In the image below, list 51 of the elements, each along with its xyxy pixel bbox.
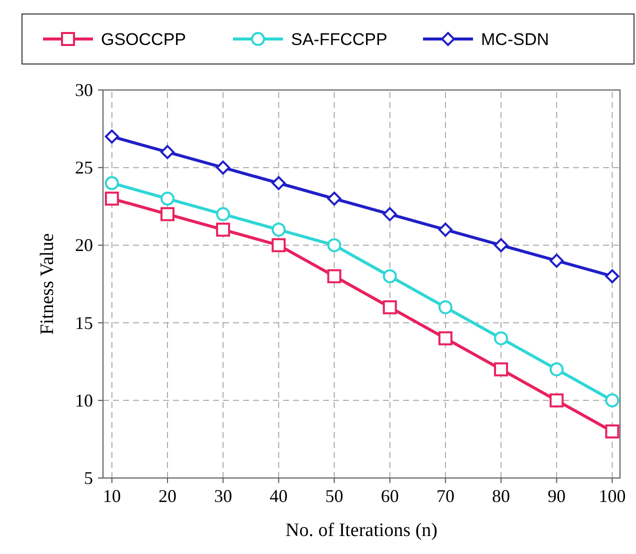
y-tick-label: 20 (75, 235, 93, 256)
y-tick-label: 25 (75, 158, 93, 178)
x-tick-label: 40 (270, 486, 288, 506)
x-tick-label: 10 (102, 486, 121, 506)
point (104, 192, 119, 206)
x-tick-label: 30 (214, 486, 232, 506)
x-tick-label: 20 (158, 486, 176, 506)
point (272, 238, 286, 252)
point (327, 238, 342, 252)
point (216, 222, 230, 237)
point (160, 207, 174, 222)
point (216, 160, 230, 175)
legend-label: MC-SDN (481, 30, 549, 49)
y-axis-title: Fitness Value (37, 233, 58, 335)
y-tick-label: 10 (75, 390, 93, 410)
point (438, 222, 452, 237)
point (494, 331, 508, 346)
point (160, 192, 174, 206)
point (160, 145, 174, 160)
y-tick-label: 15 (75, 312, 93, 333)
y-tick-label: 30 (75, 80, 93, 100)
x-tick-label: 100 (598, 486, 626, 506)
point (550, 393, 564, 408)
point (494, 238, 508, 252)
point (104, 176, 119, 190)
point (327, 269, 342, 284)
point (550, 362, 564, 376)
point (216, 207, 230, 222)
legend-label: SA-FFCCPP (291, 30, 388, 49)
point (272, 222, 286, 237)
point (327, 192, 342, 206)
point (382, 269, 397, 284)
point (382, 300, 397, 314)
x-tick-label: 60 (380, 486, 399, 506)
x-tick-label: 50 (325, 486, 344, 506)
point (605, 424, 620, 438)
point (438, 300, 452, 314)
legend-label: GSOCCPP (101, 30, 186, 49)
point (605, 269, 620, 284)
x-tick-label: 80 (492, 486, 510, 506)
x-tick-label: 70 (436, 486, 454, 506)
x-axis-title: No. of Iterations (n) (286, 520, 438, 541)
point (104, 130, 119, 144)
point (382, 207, 397, 222)
y-tick-label: 5 (84, 468, 93, 488)
point (605, 393, 620, 408)
point (438, 331, 452, 346)
point (494, 362, 508, 376)
point (550, 254, 564, 268)
point (272, 176, 286, 190)
x-tick-label: 90 (548, 486, 566, 506)
